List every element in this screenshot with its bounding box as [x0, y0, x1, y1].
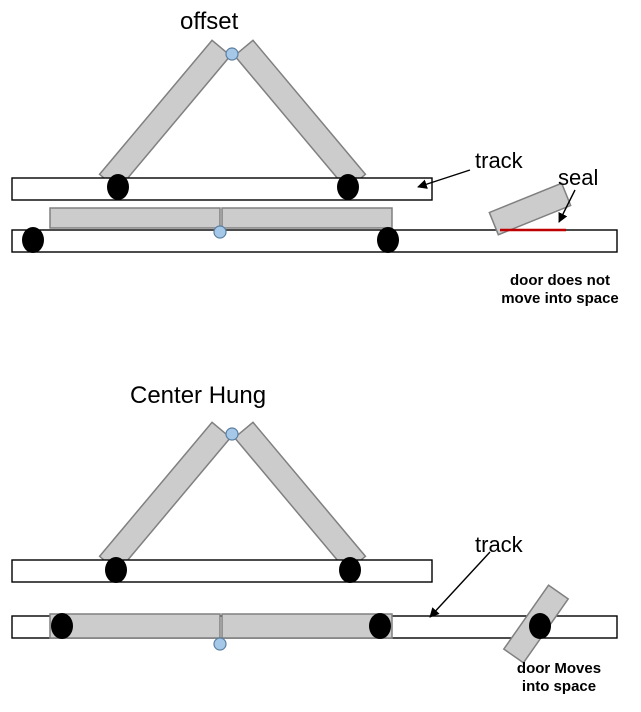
center-title: Center Hung [130, 382, 266, 411]
caption2-line1: door Moves [517, 660, 601, 677]
seal-label: seal [558, 165, 598, 191]
track-label-1: track [475, 148, 523, 174]
caption1-line2: move into space [501, 290, 619, 307]
offset-title: offset [180, 8, 238, 37]
caption2-line2: into space [522, 678, 596, 695]
caption1-line1: door does not [510, 272, 610, 289]
track-label-2: track [475, 532, 523, 558]
diagram-canvas [0, 0, 641, 712]
caption-offset: door does not move into space [490, 272, 630, 308]
caption-center: door Moves into space [494, 660, 624, 696]
